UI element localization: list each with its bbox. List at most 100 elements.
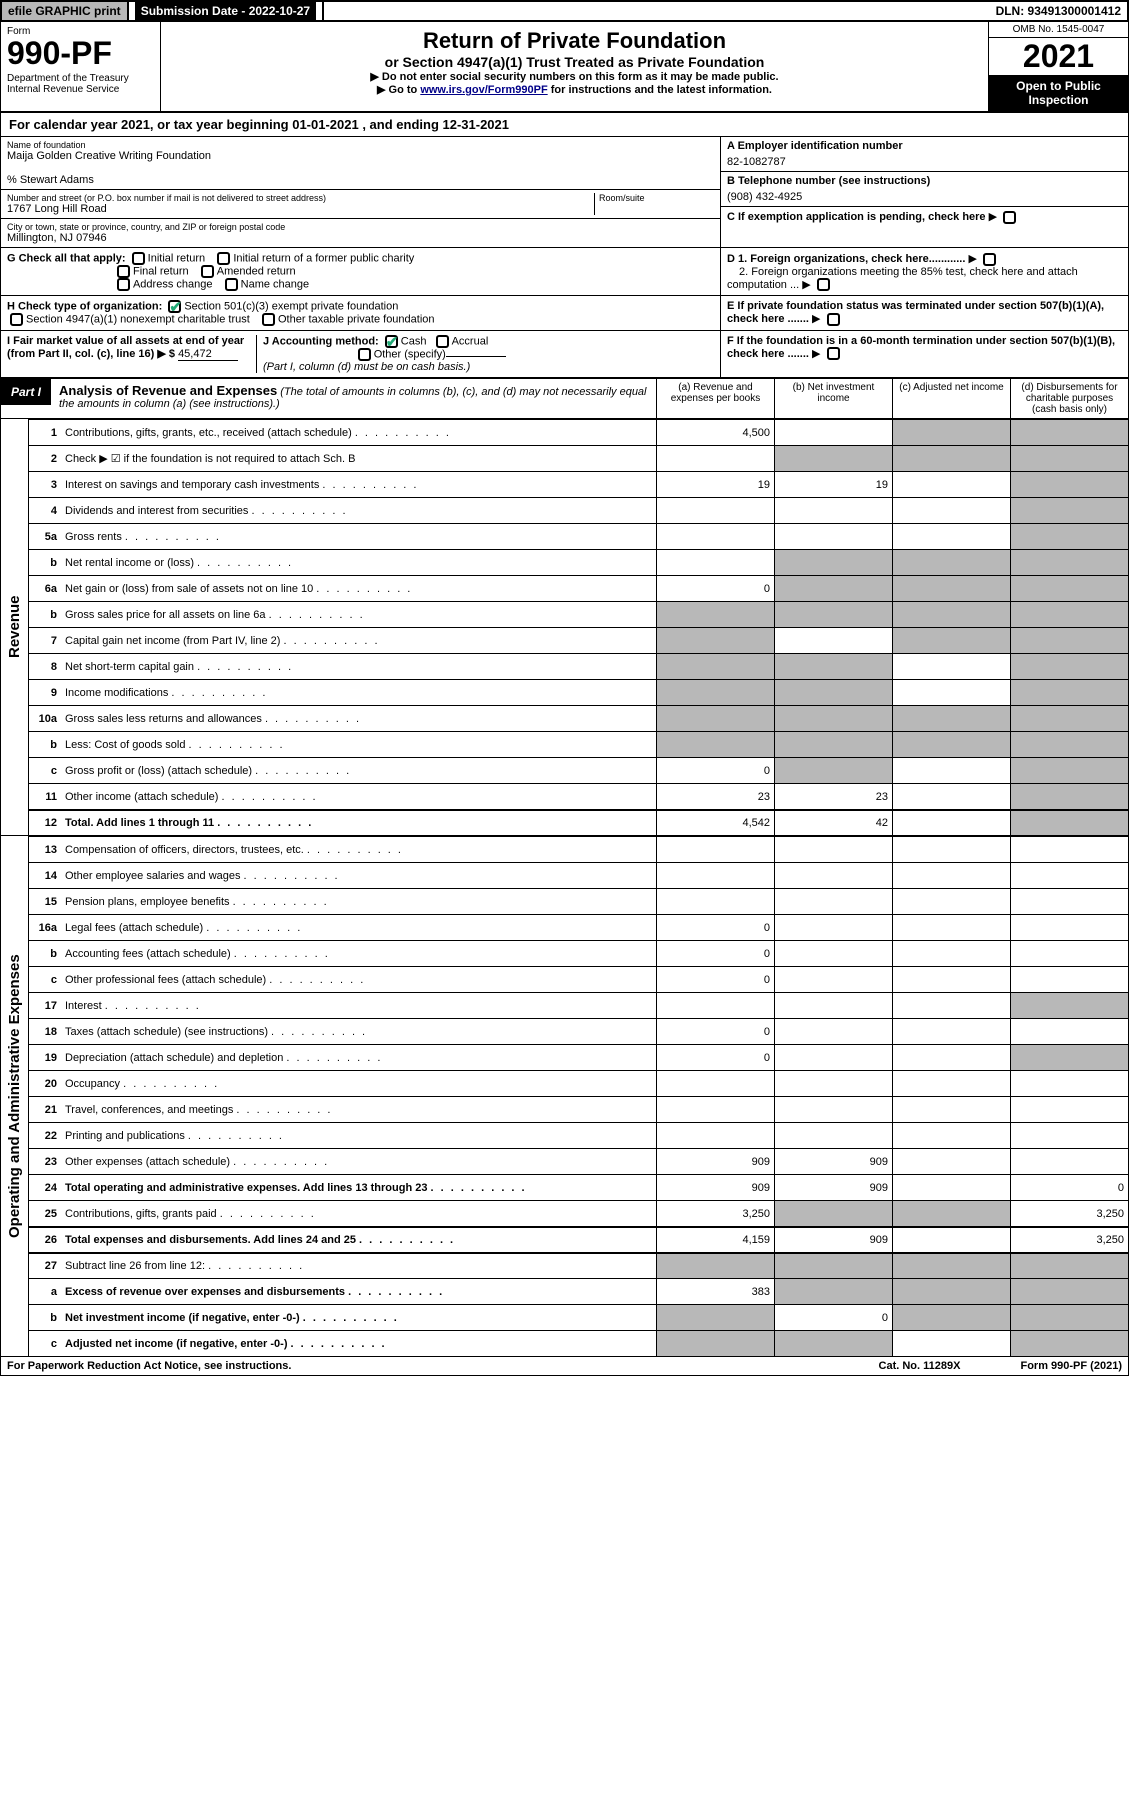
- form-header: Form 990-PF Department of the Treasury I…: [0, 22, 1129, 112]
- checkbox-initial-former[interactable]: [217, 252, 230, 265]
- checkbox-501c3[interactable]: [168, 300, 181, 313]
- line-number: c: [29, 974, 63, 986]
- checkbox-accrual[interactable]: [436, 335, 449, 348]
- data-cell: [774, 550, 892, 575]
- entity-info: Name of foundation Maija Golden Creative…: [0, 137, 1129, 248]
- data-cell: [774, 758, 892, 783]
- col-d-header: (d) Disbursements for charitable purpose…: [1010, 379, 1128, 418]
- data-cell: [892, 706, 1010, 731]
- data-cell: [1010, 420, 1128, 445]
- data-cell: [656, 889, 774, 914]
- form-title: Return of Private Foundation: [167, 28, 982, 54]
- row-i-j: I Fair market value of all assets at end…: [1, 331, 720, 377]
- data-cell: [892, 1201, 1010, 1226]
- data-cell: [1010, 1331, 1128, 1356]
- data-cell: [892, 1175, 1010, 1200]
- data-cell: [892, 889, 1010, 914]
- expenses-side-label: Operating and Administrative Expenses: [1, 836, 29, 1356]
- data-cell: [774, 1254, 892, 1278]
- checkbox-other-method[interactable]: [358, 348, 371, 361]
- checkbox-amended[interactable]: [201, 265, 214, 278]
- data-cell: [1010, 472, 1128, 497]
- data-cell: [656, 550, 774, 575]
- data-cell: 909: [656, 1149, 774, 1174]
- data-cell: [892, 420, 1010, 445]
- line-description: Depreciation (attach schedule) and deple…: [63, 1049, 656, 1067]
- data-cell: [892, 1045, 1010, 1070]
- data-cell: [1010, 967, 1128, 992]
- table-row: 21Travel, conferences, and meetings: [29, 1096, 1128, 1122]
- table-row: 25Contributions, gifts, grants paid 3,25…: [29, 1200, 1128, 1226]
- line-number: 5a: [29, 531, 63, 543]
- calendar-year: For calendar year 2021, or tax year begi…: [0, 112, 1129, 137]
- table-row: bNet investment income (if negative, ent…: [29, 1304, 1128, 1330]
- line-description: Adjusted net income (if negative, enter …: [63, 1335, 656, 1353]
- footer-right: Form 990-PF (2021): [1020, 1360, 1122, 1372]
- col-b-header: (b) Net investment income: [774, 379, 892, 418]
- data-cell: [1010, 498, 1128, 523]
- data-cell: [892, 1019, 1010, 1044]
- table-row: 14Other employee salaries and wages: [29, 862, 1128, 888]
- section-d: D 1. Foreign organizations, check here..…: [721, 248, 1128, 296]
- checkbox-d2[interactable]: [817, 278, 830, 291]
- table-row: 7Capital gain net income (from Part IV, …: [29, 627, 1128, 653]
- line-description: Other income (attach schedule): [63, 788, 656, 806]
- checkbox-address[interactable]: [117, 278, 130, 291]
- data-cell: [774, 1123, 892, 1148]
- line-number: 24: [29, 1182, 63, 1194]
- data-cell: [774, 1201, 892, 1226]
- table-row: 5aGross rents: [29, 523, 1128, 549]
- data-cell: 909: [774, 1149, 892, 1174]
- checkbox-final[interactable]: [117, 265, 130, 278]
- line-description: Accounting fees (attach schedule): [63, 945, 656, 963]
- checkbox-e[interactable]: [827, 313, 840, 326]
- line-number: 13: [29, 844, 63, 856]
- line-number: 6a: [29, 583, 63, 595]
- irs-link[interactable]: www.irs.gov/Form990PF: [420, 84, 547, 96]
- section-e: E If private foundation status was termi…: [721, 296, 1128, 331]
- line-number: 14: [29, 870, 63, 882]
- data-cell: [892, 446, 1010, 471]
- line-number: 25: [29, 1208, 63, 1220]
- data-cell: [774, 1071, 892, 1096]
- data-cell: 909: [656, 1175, 774, 1200]
- checkbox-initial[interactable]: [132, 252, 145, 265]
- data-cell: [656, 1305, 774, 1330]
- line-description: Other expenses (attach schedule): [63, 1153, 656, 1171]
- checkbox-cash[interactable]: [385, 335, 398, 348]
- table-row: 26Total expenses and disbursements. Add …: [29, 1226, 1128, 1252]
- data-cell: [892, 915, 1010, 940]
- note-1: ▶ Do not enter social security numbers o…: [167, 70, 982, 83]
- line-number: b: [29, 739, 63, 751]
- data-cell: [656, 863, 774, 888]
- data-cell: [774, 967, 892, 992]
- line-description: Contributions, gifts, grants paid: [63, 1205, 656, 1223]
- line-description: Net gain or (loss) from sale of assets n…: [63, 580, 656, 598]
- table-row: cGross profit or (loss) (attach schedule…: [29, 757, 1128, 783]
- line-description: Dividends and interest from securities: [63, 502, 656, 520]
- checkbox-name[interactable]: [225, 278, 238, 291]
- line-description: Other professional fees (attach schedule…: [63, 971, 656, 989]
- line-description: Gross profit or (loss) (attach schedule): [63, 762, 656, 780]
- addr-label: Number and street (or P.O. box number if…: [7, 193, 594, 203]
- line-number: 3: [29, 479, 63, 491]
- dln-label: DLN: 93491300001412: [990, 2, 1127, 20]
- open-public: Open to Public Inspection: [989, 75, 1128, 111]
- line-number: b: [29, 557, 63, 569]
- checkbox-f[interactable]: [827, 347, 840, 360]
- data-cell: [774, 706, 892, 731]
- dept-label: Department of the Treasury Internal Reve…: [7, 73, 154, 95]
- checkbox-4947[interactable]: [10, 313, 23, 326]
- data-cell: [892, 1305, 1010, 1330]
- line-number: 2: [29, 453, 63, 465]
- checkbox-c[interactable]: [1003, 211, 1016, 224]
- checkbox-d1[interactable]: [983, 253, 996, 266]
- data-cell: [774, 1045, 892, 1070]
- line-number: b: [29, 1312, 63, 1324]
- data-cell: [774, 941, 892, 966]
- data-cell: [1010, 706, 1128, 731]
- data-cell: [892, 654, 1010, 679]
- checkbox-other-taxable[interactable]: [262, 313, 275, 326]
- table-row: 20Occupancy: [29, 1070, 1128, 1096]
- line-description: Printing and publications: [63, 1127, 656, 1145]
